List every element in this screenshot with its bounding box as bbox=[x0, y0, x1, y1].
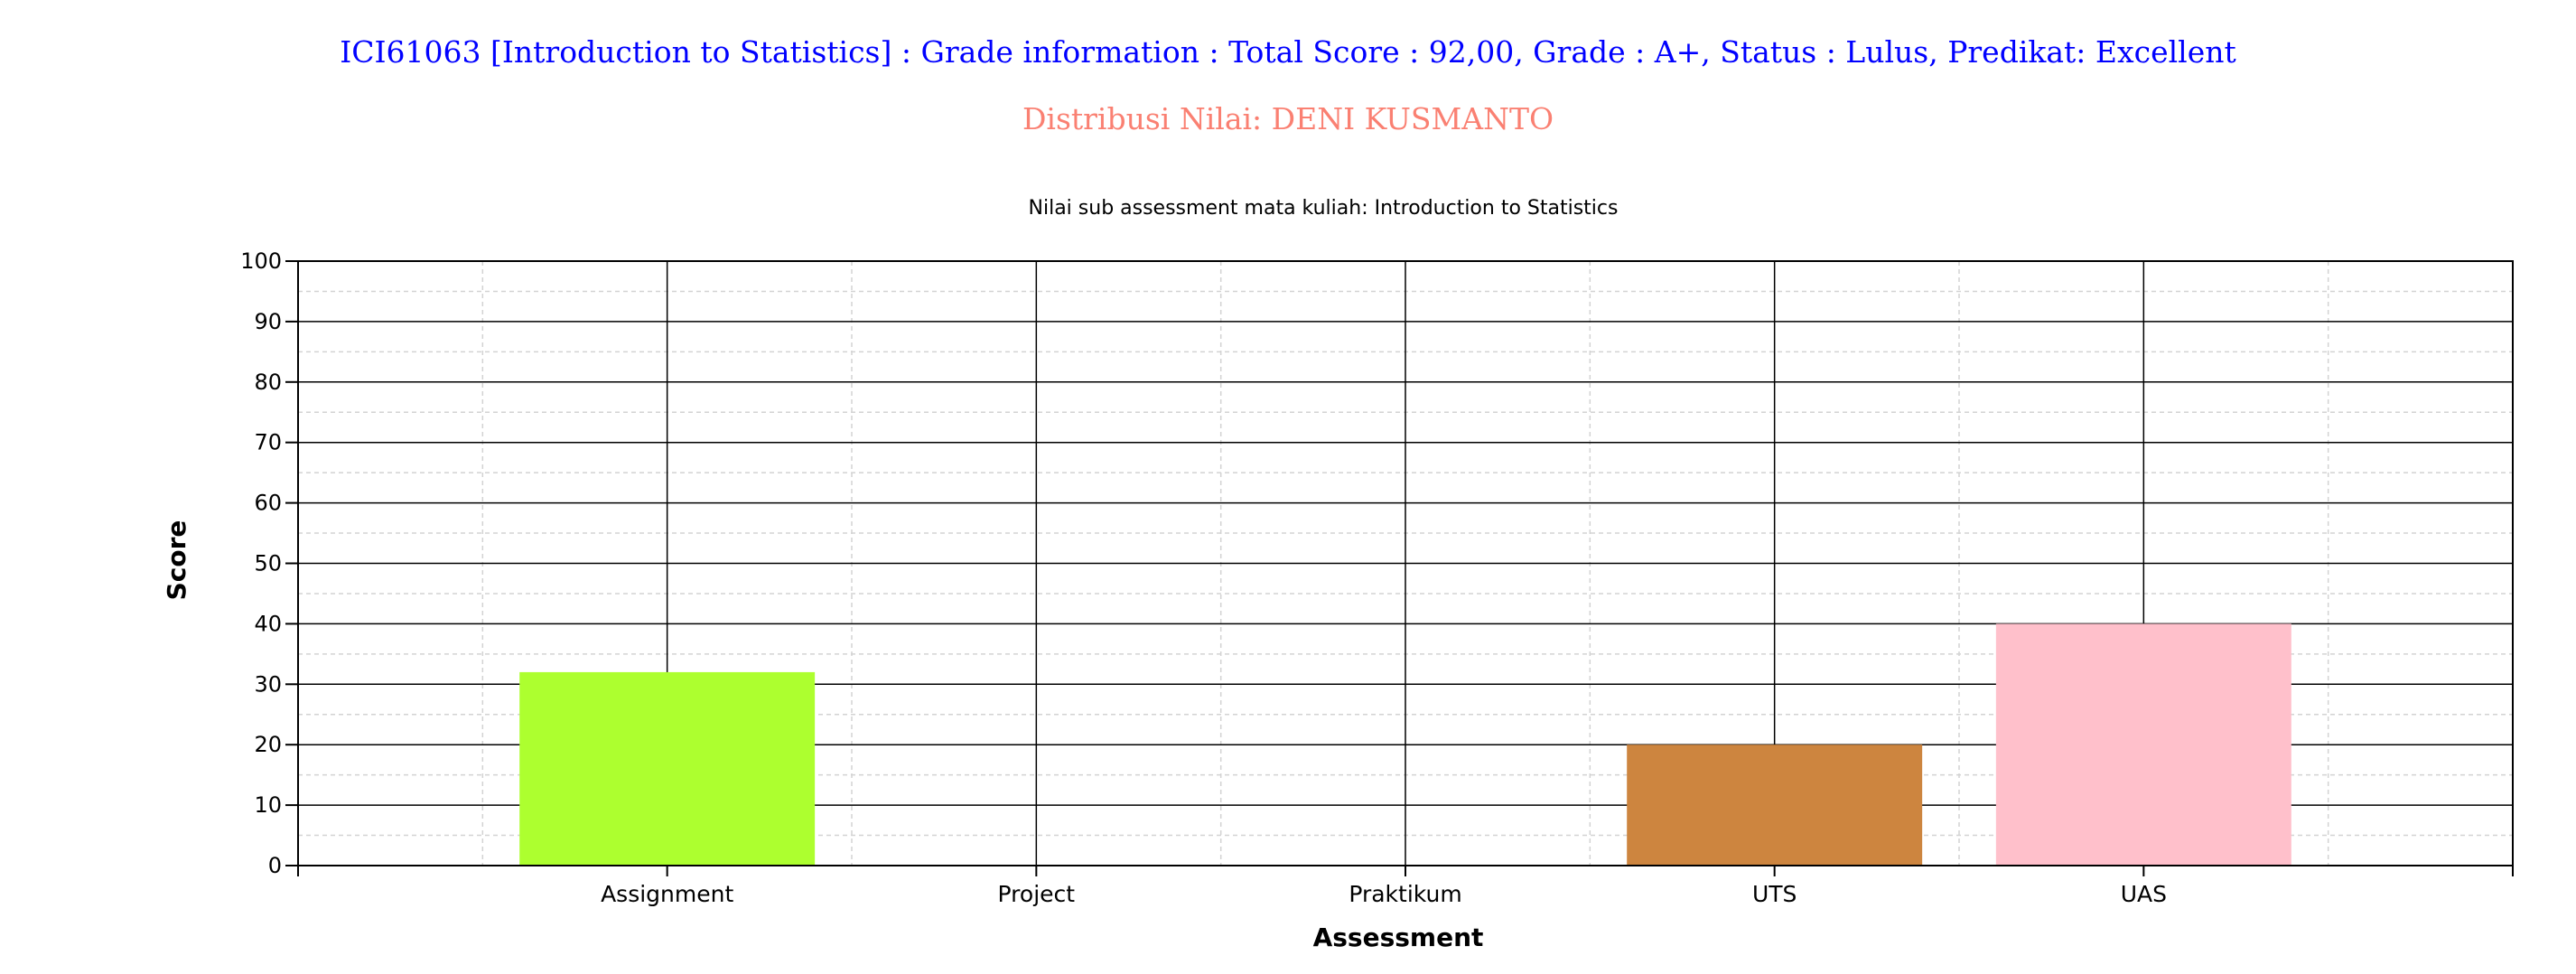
bar-uts bbox=[1627, 745, 1923, 866]
x-axis-label: Assessment bbox=[1313, 922, 1484, 952]
page-subtitle: Distribusi Nilai: DENI KUSMANTO bbox=[1022, 101, 1554, 136]
y-tick-label: 20 bbox=[254, 732, 282, 757]
y-tick-label: 30 bbox=[254, 671, 282, 697]
y-tick-label: 80 bbox=[254, 370, 282, 395]
y-tick-label: 90 bbox=[254, 309, 282, 334]
x-tick-label-assignment: Assignment bbox=[601, 881, 733, 907]
bar-assignment bbox=[519, 671, 816, 866]
x-tick-label-project: Project bbox=[998, 881, 1076, 907]
chart-title: Nilai sub assessment mata kuliah: Introd… bbox=[1029, 197, 1619, 220]
page-title: ICI61063 [Introduction to Statistics] : … bbox=[340, 34, 2236, 70]
axes-layer: 0 10 20 30 40 50 60 70 80 90 100 Assignment Project P… bbox=[240, 248, 2514, 907]
x-tick-label-uts: UTS bbox=[1752, 881, 1797, 907]
y-tick-label: 50 bbox=[254, 551, 282, 576]
y-tick-label: 100 bbox=[240, 248, 282, 274]
y-axis-label: Score bbox=[162, 520, 191, 601]
x-tick-label-praktikum: Praktikum bbox=[1349, 881, 1461, 907]
x-tick-label-uas: UAS bbox=[2121, 881, 2167, 907]
y-tick-label: 10 bbox=[254, 792, 282, 818]
y-tick-label: 70 bbox=[254, 430, 282, 455]
bars-layer bbox=[519, 623, 2291, 866]
y-tick-label: 0 bbox=[268, 853, 282, 878]
y-tick-label: 40 bbox=[254, 611, 282, 636]
y-tick-label: 60 bbox=[254, 491, 282, 516]
bar-uas bbox=[1995, 623, 2291, 866]
